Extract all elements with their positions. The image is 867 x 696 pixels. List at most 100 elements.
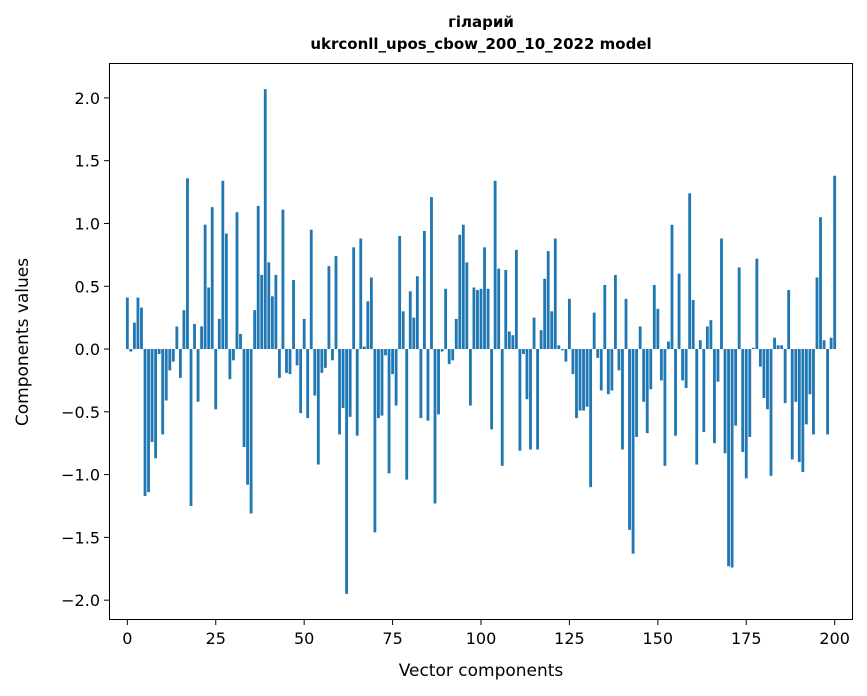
- bar-123: [560, 349, 564, 351]
- bar-14: [175, 326, 179, 350]
- bar-108: [507, 331, 511, 350]
- y-tick-label: 0.5: [75, 277, 100, 296]
- bar-98: [472, 287, 476, 350]
- bar-170: [727, 349, 730, 567]
- bar-10: [161, 349, 165, 435]
- bar-189: [794, 349, 798, 402]
- bar-177: [751, 347, 755, 350]
- bar-34: [246, 349, 249, 485]
- bar-54: [316, 349, 320, 465]
- x-tick-label: 150: [643, 629, 674, 648]
- bar-91: [447, 349, 451, 365]
- bar-55: [320, 349, 324, 373]
- bar-89: [440, 349, 444, 352]
- bar-15: [178, 349, 182, 378]
- x-axis-ticks: 0 25 50 75 100 125 150 175 200: [122, 619, 850, 648]
- bar-11: [164, 349, 168, 401]
- bar-140: [621, 349, 624, 450]
- bar-139: [617, 349, 621, 371]
- bar-56: [323, 349, 327, 368]
- bar-50: [302, 318, 306, 350]
- bar-200: [833, 175, 837, 350]
- y-tick-label: −1.0: [61, 466, 100, 485]
- bar-37: [256, 205, 260, 350]
- bar-61: [341, 349, 345, 409]
- bar-51: [306, 349, 310, 419]
- bar-151: [659, 349, 663, 381]
- bar-77: [398, 236, 402, 350]
- bar-191: [801, 349, 805, 473]
- bar-23: [207, 287, 211, 350]
- bar-22: [203, 224, 207, 350]
- bar-53: [313, 349, 317, 396]
- bar-142: [628, 349, 631, 530]
- bar-116: [536, 349, 539, 450]
- chart-title: гiларий: [448, 13, 514, 31]
- bar-46: [288, 349, 292, 375]
- bar-114: [529, 349, 532, 450]
- y-tick-label: −1.5: [61, 528, 100, 547]
- x-tick-label: 175: [731, 629, 762, 648]
- y-axis-ticks: −2.0 −1.5 −1.0 −0.5 0.0 0.5 1.0 1.5 2.0: [61, 89, 110, 610]
- bar-173: [737, 267, 741, 350]
- bar-59: [334, 256, 338, 350]
- bar-194: [812, 349, 815, 435]
- x-tick-label: 100: [466, 629, 497, 648]
- bar-107: [504, 269, 508, 350]
- bar-143: [631, 349, 635, 554]
- bar-197: [822, 340, 826, 350]
- bar-8: [154, 349, 158, 459]
- bar-95: [461, 224, 465, 350]
- bar-18: [189, 349, 193, 506]
- bars-group: [125, 89, 837, 594]
- bar-60: [338, 349, 341, 435]
- bar-156: [677, 273, 681, 350]
- x-tick-label: 75: [382, 629, 402, 648]
- bar-193: [808, 349, 812, 395]
- y-axis-label: Components values: [13, 258, 33, 426]
- bar-86: [430, 197, 433, 350]
- bar-137: [610, 349, 614, 391]
- bar-183: [773, 337, 776, 350]
- bar-153: [667, 341, 670, 350]
- y-tick-label: −0.5: [61, 403, 100, 422]
- bar-176: [748, 349, 752, 437]
- bar-174: [741, 349, 745, 452]
- bar-79: [405, 349, 409, 480]
- bar-1: [129, 349, 133, 352]
- bar-28: [224, 233, 228, 350]
- bar-122: [557, 345, 561, 350]
- bar-73: [384, 349, 387, 356]
- bar-16: [182, 310, 186, 350]
- bar-5: [143, 349, 147, 496]
- bar-26: [217, 318, 221, 350]
- bar-67: [362, 346, 366, 350]
- bar-0: [125, 297, 129, 350]
- bar-192: [804, 349, 808, 425]
- bar-74: [387, 349, 391, 474]
- bar-148: [649, 349, 653, 390]
- bar-21: [200, 326, 204, 350]
- bar-135: [603, 285, 607, 350]
- bar-109: [511, 335, 515, 350]
- bar-75: [391, 349, 394, 375]
- bar-42: [274, 274, 278, 350]
- bar-45: [285, 349, 288, 373]
- bar-69: [369, 277, 373, 350]
- bar-87: [433, 349, 437, 504]
- bar-62: [345, 349, 349, 594]
- bar-97: [468, 349, 472, 406]
- bar-4: [140, 307, 143, 350]
- bar-113: [525, 349, 529, 400]
- bar-78: [401, 311, 405, 350]
- bar-12: [168, 349, 172, 371]
- bar-147: [645, 349, 649, 434]
- bar-164: [705, 326, 709, 350]
- bar-70: [373, 349, 377, 533]
- bar-158: [684, 349, 688, 388]
- bar-93: [454, 318, 458, 350]
- bar-187: [787, 290, 791, 350]
- bar-96: [465, 262, 469, 350]
- bar-181: [766, 349, 769, 410]
- x-tick-label: 25: [206, 629, 226, 648]
